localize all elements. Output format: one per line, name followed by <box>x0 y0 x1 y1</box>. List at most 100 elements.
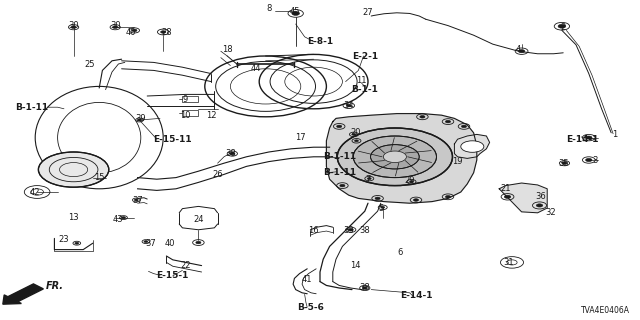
Text: 1: 1 <box>612 130 617 139</box>
Text: 18: 18 <box>222 45 232 54</box>
Circle shape <box>461 125 467 128</box>
Circle shape <box>586 158 592 162</box>
Text: 4: 4 <box>516 45 521 54</box>
Text: 14: 14 <box>350 261 360 270</box>
Text: E-14-1: E-14-1 <box>400 292 432 300</box>
Polygon shape <box>326 114 477 203</box>
Text: 39: 39 <box>136 114 146 123</box>
Circle shape <box>362 287 367 289</box>
Text: 6: 6 <box>397 248 403 257</box>
Text: 11: 11 <box>356 76 367 84</box>
Text: 37: 37 <box>132 196 143 204</box>
Text: 25: 25 <box>84 60 95 68</box>
Text: 22: 22 <box>180 261 191 270</box>
Circle shape <box>586 136 592 139</box>
Text: 10: 10 <box>180 111 191 120</box>
Circle shape <box>355 140 358 142</box>
Circle shape <box>161 31 166 33</box>
Text: 42: 42 <box>30 188 40 196</box>
Text: 41: 41 <box>302 276 312 284</box>
Text: B-1-11: B-1-11 <box>323 152 356 161</box>
Circle shape <box>420 116 425 118</box>
Text: 38: 38 <box>360 226 370 235</box>
Circle shape <box>353 136 436 178</box>
Circle shape <box>340 184 345 187</box>
Circle shape <box>337 128 452 186</box>
Circle shape <box>562 162 567 164</box>
Circle shape <box>138 119 141 121</box>
Text: 27: 27 <box>363 8 373 17</box>
Text: TVA4E0406A: TVA4E0406A <box>581 306 630 315</box>
Circle shape <box>122 217 125 219</box>
Text: 13: 13 <box>68 213 79 222</box>
Circle shape <box>413 199 419 201</box>
Text: 30: 30 <box>68 21 79 30</box>
Circle shape <box>292 12 300 15</box>
Circle shape <box>134 199 138 201</box>
Text: E-2-1: E-2-1 <box>352 52 378 60</box>
Circle shape <box>38 152 109 187</box>
Text: 16: 16 <box>308 226 319 235</box>
Circle shape <box>504 195 511 198</box>
Text: 5: 5 <box>378 204 383 212</box>
Text: 43: 43 <box>113 215 124 224</box>
Text: 36: 36 <box>536 192 546 201</box>
Text: 15: 15 <box>94 173 104 182</box>
Text: 34: 34 <box>344 101 354 110</box>
Text: 21: 21 <box>500 184 511 193</box>
Circle shape <box>381 206 385 208</box>
Text: 3: 3 <box>593 156 598 164</box>
Text: 30: 30 <box>110 21 120 30</box>
Text: 12: 12 <box>206 111 216 120</box>
Circle shape <box>558 24 566 28</box>
Text: 17: 17 <box>296 133 306 142</box>
Circle shape <box>348 228 353 231</box>
Text: 2: 2 <box>561 23 566 32</box>
Text: 40: 40 <box>126 28 136 36</box>
Circle shape <box>383 151 406 163</box>
Circle shape <box>132 29 137 32</box>
Text: B-1-11: B-1-11 <box>323 168 356 177</box>
Text: 38: 38 <box>360 284 370 292</box>
Text: 32: 32 <box>545 208 556 217</box>
Polygon shape <box>454 134 490 158</box>
Circle shape <box>352 133 356 135</box>
Circle shape <box>113 26 118 28</box>
Circle shape <box>196 241 201 244</box>
Text: B-5-6: B-5-6 <box>297 303 324 312</box>
Circle shape <box>75 242 79 244</box>
FancyArrow shape <box>3 284 44 304</box>
Text: 26: 26 <box>212 170 223 179</box>
Text: 24: 24 <box>193 215 204 224</box>
Circle shape <box>230 152 235 155</box>
Text: 28: 28 <box>161 28 172 36</box>
Polygon shape <box>499 183 547 213</box>
Text: E-14-1: E-14-1 <box>566 135 598 144</box>
Text: 33: 33 <box>344 226 354 235</box>
Text: 38: 38 <box>225 149 236 158</box>
Text: 23: 23 <box>59 236 69 244</box>
Circle shape <box>371 145 419 169</box>
Text: FR.: FR. <box>46 281 64 292</box>
Text: 8: 8 <box>266 4 271 12</box>
Text: 9: 9 <box>183 95 188 104</box>
Text: 35: 35 <box>558 159 568 168</box>
Text: 20: 20 <box>350 128 360 137</box>
Circle shape <box>461 141 484 152</box>
Circle shape <box>144 241 148 243</box>
Text: 29: 29 <box>404 176 415 185</box>
Circle shape <box>518 50 525 53</box>
Text: 19: 19 <box>452 157 463 166</box>
Text: E-15-1: E-15-1 <box>157 271 189 280</box>
Circle shape <box>445 196 451 198</box>
Text: B-1-11: B-1-11 <box>15 103 49 112</box>
Text: 7: 7 <box>365 175 371 184</box>
Text: 40: 40 <box>164 239 175 248</box>
Circle shape <box>71 26 76 28</box>
Circle shape <box>337 125 342 128</box>
Text: 44: 44 <box>251 64 261 73</box>
Text: 45: 45 <box>289 7 300 16</box>
Text: B-1-1: B-1-1 <box>351 85 378 94</box>
Circle shape <box>375 197 380 200</box>
Circle shape <box>410 181 413 183</box>
